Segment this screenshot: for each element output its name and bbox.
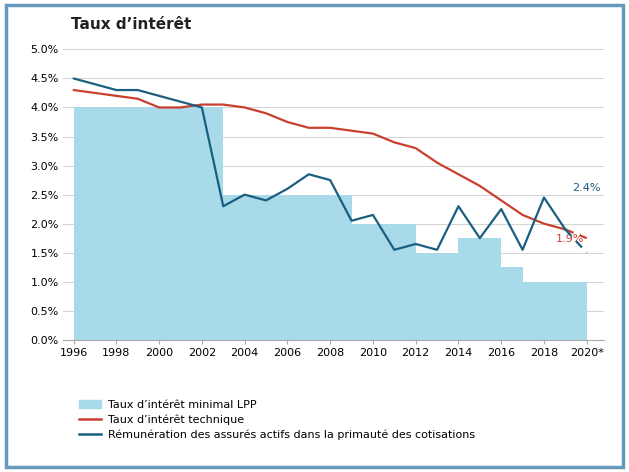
Text: 1.9%: 1.9% xyxy=(556,234,584,244)
Text: Taux d’intérêt: Taux d’intérêt xyxy=(71,17,191,32)
Text: 2.4%: 2.4% xyxy=(572,184,600,194)
Legend: Taux d’intérêt minimal LPP, Taux d’intérêt technique, Rémunération des assurés a: Taux d’intérêt minimal LPP, Taux d’intér… xyxy=(79,400,476,439)
